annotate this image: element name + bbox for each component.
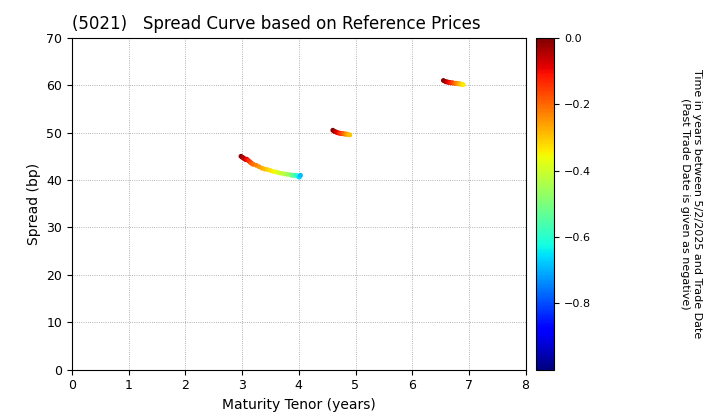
Point	[445, 79, 456, 86]
Point	[242, 157, 253, 163]
Point	[332, 129, 343, 136]
Point	[290, 172, 302, 178]
Point	[244, 159, 256, 165]
Point	[246, 160, 257, 166]
Point	[248, 161, 259, 168]
Point	[439, 78, 451, 85]
Point	[456, 81, 468, 88]
Point	[336, 130, 348, 137]
Point	[293, 173, 305, 180]
Point	[273, 170, 284, 176]
Point	[327, 127, 338, 134]
Point	[340, 131, 351, 137]
Point	[268, 168, 279, 175]
Point	[343, 131, 354, 138]
Point	[333, 130, 344, 136]
Point	[292, 173, 304, 180]
Point	[341, 131, 352, 137]
Point	[329, 128, 341, 135]
Point	[246, 160, 258, 167]
Point	[455, 81, 467, 88]
Point	[288, 172, 300, 178]
Point	[294, 172, 306, 178]
Point	[457, 81, 469, 88]
Point	[253, 163, 265, 170]
Point	[446, 79, 458, 86]
Point	[286, 172, 297, 178]
Point	[337, 130, 348, 137]
Point	[238, 155, 250, 162]
Point	[441, 79, 452, 85]
Point	[294, 173, 306, 180]
Text: (5021)   Spread Curve based on Reference Prices: (5021) Spread Curve based on Reference P…	[72, 16, 481, 34]
Point	[344, 131, 356, 138]
Y-axis label: Time in years between 5/2/2025 and Trade Date
(Past Trade Date is given as negat: Time in years between 5/2/2025 and Trade…	[680, 69, 702, 339]
Point	[235, 153, 247, 160]
Point	[449, 80, 461, 87]
Point	[289, 172, 300, 178]
Point	[236, 154, 248, 160]
Point	[271, 168, 282, 175]
Y-axis label: Spread (bp): Spread (bp)	[27, 163, 41, 245]
Point	[256, 165, 268, 171]
Point	[453, 80, 464, 87]
Point	[259, 166, 271, 173]
Point	[243, 158, 255, 164]
Point	[444, 79, 455, 86]
Point	[238, 155, 249, 161]
X-axis label: Maturity Tenor (years): Maturity Tenor (years)	[222, 398, 376, 412]
Point	[335, 130, 346, 137]
Point	[279, 171, 290, 177]
Point	[328, 128, 340, 134]
Point	[338, 131, 350, 137]
Point	[334, 130, 346, 136]
Point	[454, 80, 466, 87]
Point	[251, 162, 262, 169]
Point	[240, 156, 251, 163]
Point	[292, 172, 303, 179]
Point	[262, 166, 274, 173]
Point	[276, 170, 287, 177]
Point	[451, 80, 462, 87]
Point	[452, 80, 464, 87]
Point	[438, 77, 449, 84]
Point	[342, 131, 354, 138]
Point	[282, 171, 293, 178]
Point	[287, 172, 298, 178]
Point	[441, 79, 453, 85]
Point	[449, 80, 460, 87]
Point	[265, 167, 276, 174]
Point	[447, 79, 459, 86]
Point	[241, 156, 253, 163]
Point	[284, 171, 296, 178]
Point	[330, 129, 342, 136]
Point	[294, 174, 305, 181]
Point	[443, 79, 454, 86]
